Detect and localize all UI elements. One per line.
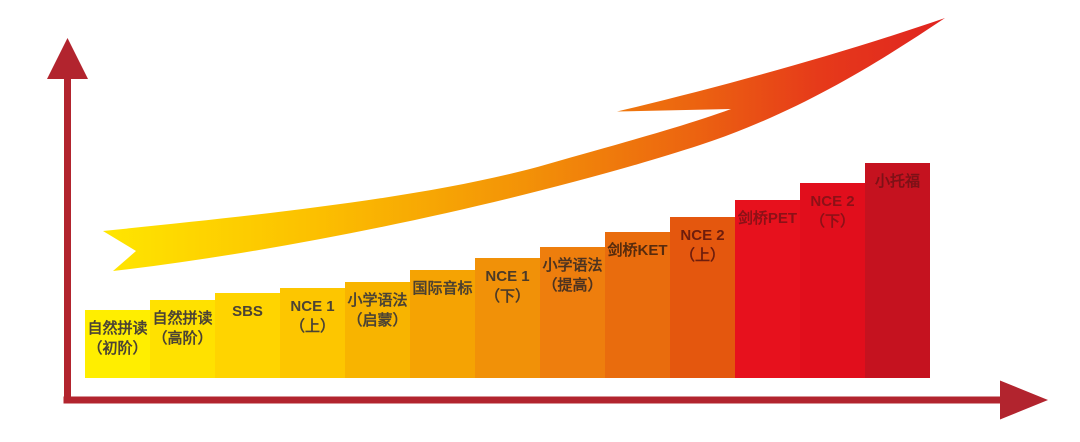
course-bar-label: 小托福 — [865, 163, 930, 192]
course-bar-label: 小学语法 （启蒙） — [345, 282, 410, 330]
course-bar-label-line: （下） — [484, 287, 530, 305]
course-bar-2: 自然拼读 （高阶） — [150, 300, 215, 378]
course-bar-label-line: 小学语法 — [542, 257, 603, 274]
course-bar-label-line: 国际音标 — [412, 280, 473, 297]
course-bar-label: NCE 2 （上） — [670, 217, 735, 265]
course-bar-label-line: 小学语法 — [347, 292, 408, 309]
course-bar-label-line: NCE 2 — [680, 227, 725, 244]
course-bar-label-line: SBS — [232, 303, 263, 320]
course-bar-label-line: （提高） — [542, 276, 603, 294]
course-bar-10: NCE 2 （上） — [670, 217, 735, 378]
course-bar-label: 自然拼读 （初阶） — [85, 310, 150, 358]
course-bar-label-line: 小托福 — [874, 173, 920, 190]
course-bar-label-line: （高阶） — [152, 329, 213, 347]
course-bar-11: 剑桥PET — [735, 200, 800, 378]
y-axis-line — [64, 74, 71, 404]
course-bar-label: NCE 1 （上） — [280, 288, 345, 336]
course-bar-label: 国际音标 — [410, 270, 475, 299]
y-axis-arrowhead-icon — [47, 38, 88, 79]
course-bar-label: SBS — [215, 293, 280, 322]
course-bar-label: 剑桥KET — [605, 232, 670, 261]
course-bar-label-line: NCE 1 — [485, 268, 530, 285]
course-bar-label-line: （启蒙） — [347, 311, 408, 329]
course-bar-label: NCE 1 （下） — [475, 258, 540, 306]
course-bar-label: 小学语法 （提高） — [540, 247, 605, 295]
course-bar-label: 剑桥PET — [735, 200, 800, 229]
x-axis-arrowhead-icon — [1000, 380, 1048, 420]
course-bar-label-line: （上） — [679, 246, 725, 264]
course-bar-label-line: NCE 1 — [290, 298, 335, 315]
course-bar-label-line: 剑桥PET — [737, 210, 798, 227]
course-bar-13: 小托福 — [865, 163, 930, 378]
course-bar-label-line: （下） — [809, 212, 855, 230]
bars-container: 自然拼读 （初阶） 自然拼读 （高阶） SBS NCE 1 （上） 小学语法 （启蒙） 国际音标 N… — [85, 163, 930, 378]
course-bar-label-line: 自然拼读 — [152, 310, 213, 327]
x-axis-line — [63, 396, 1005, 404]
course-bar-label-line: 剑桥KET — [607, 242, 668, 259]
course-bar-label: 自然拼读 （高阶） — [150, 300, 215, 348]
course-bar-label-line: （初阶） — [87, 339, 148, 357]
course-bar-12: NCE 2 （下） — [800, 183, 865, 378]
course-bar-4: NCE 1 （上） — [280, 288, 345, 378]
course-bar-label-line: 自然拼读 — [87, 320, 148, 337]
course-bar-1: 自然拼读 （初阶） — [85, 310, 150, 378]
course-bar-5: 小学语法 （启蒙） — [345, 282, 410, 378]
course-bar-9: 剑桥KET — [605, 232, 670, 378]
course-bar-3: SBS — [215, 293, 280, 378]
course-bar-label: NCE 2 （下） — [800, 183, 865, 231]
course-bar-7: NCE 1 （下） — [475, 258, 540, 378]
course-bar-8: 小学语法 （提高） — [540, 247, 605, 378]
course-bar-label-line: NCE 2 — [810, 193, 855, 210]
course-bar-label-line: （上） — [289, 317, 335, 335]
course-bar-6: 国际音标 — [410, 270, 475, 378]
